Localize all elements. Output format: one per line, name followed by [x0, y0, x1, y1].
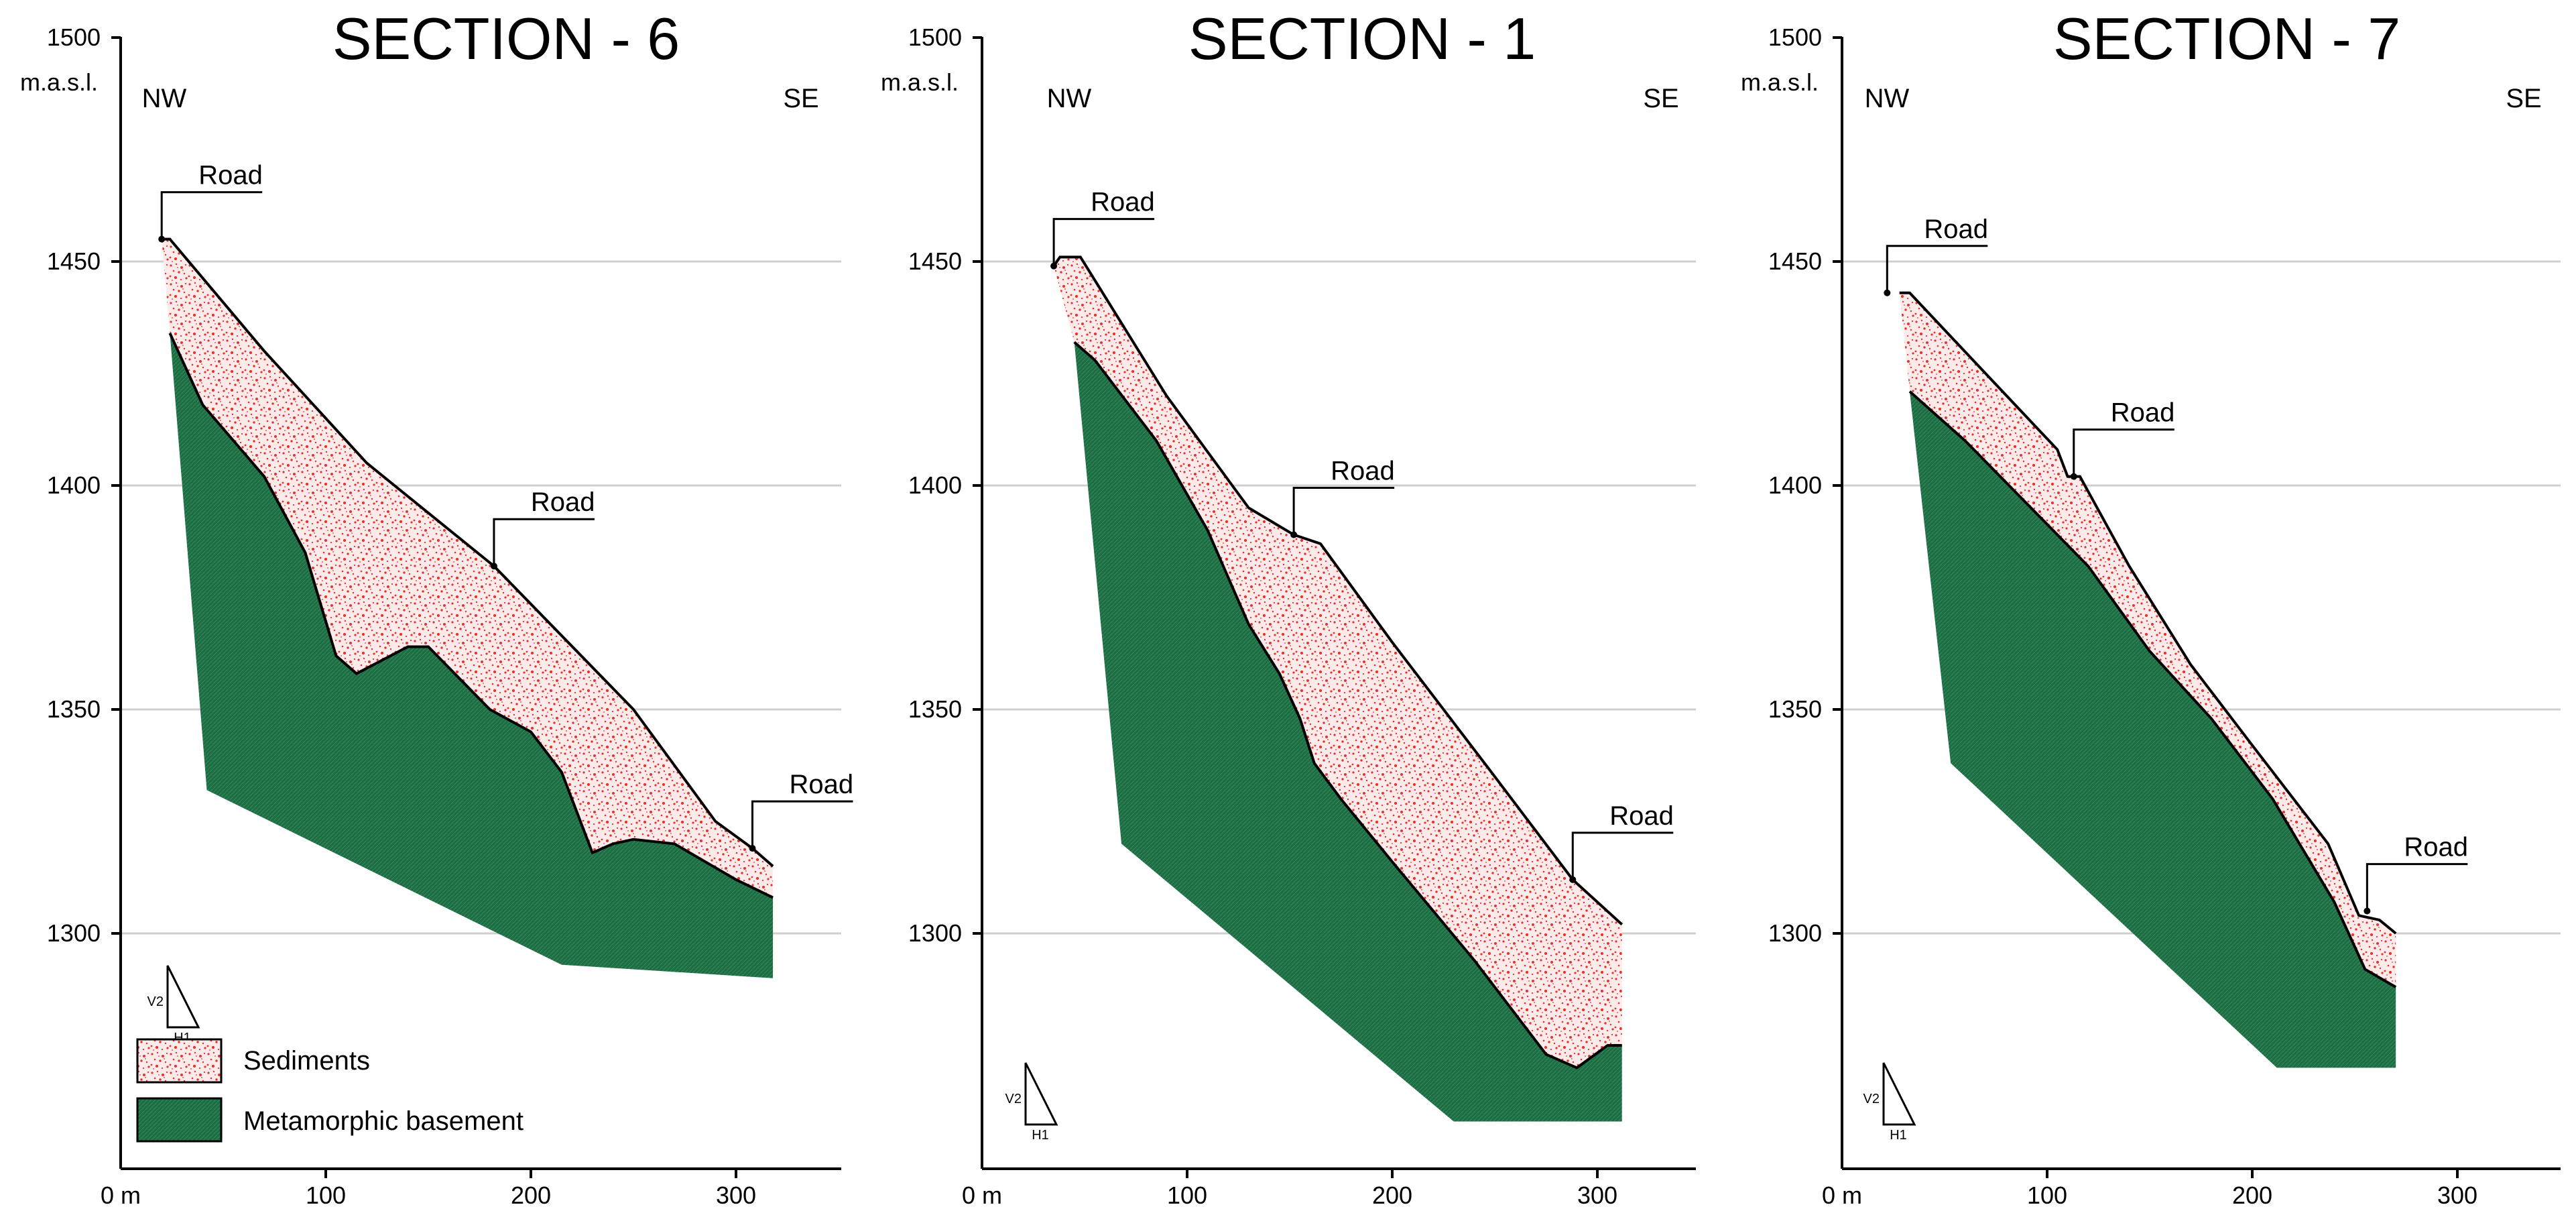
x-tick-label: 300: [2437, 1182, 2477, 1209]
scale-v-label: V2: [147, 994, 164, 1009]
basement-unit: [1074, 342, 1622, 1122]
y-axis-label: m.a.s.l.: [1741, 68, 1819, 96]
y-axis-label: m.a.s.l.: [20, 68, 98, 96]
y-axis-label: m.a.s.l.: [881, 68, 959, 96]
x-tick-label: 300: [1577, 1182, 1617, 1209]
direction-nw: NW: [1047, 84, 1092, 113]
x-tick-label: 100: [1167, 1182, 1207, 1209]
road-label: Road: [1091, 188, 1155, 217]
legend-label-basement: Metamorphic basement: [243, 1106, 524, 1136]
x-origin-label: 0 m: [101, 1182, 141, 1209]
road-label: Road: [1609, 801, 1674, 831]
section-panel-2: 1500 1450 1400 1350 1300 m.a.s.l. 0 m 100 200 300…: [881, 5, 1696, 1209]
basement-unit: [1909, 391, 2396, 1068]
contact-line: [1908, 390, 2397, 988]
legend: Sediments Metamorphic basement: [136, 1038, 524, 1143]
road-label: Road: [2111, 398, 2175, 428]
y-tick-label: 1300: [908, 919, 962, 947]
sediment-unit: [1899, 292, 2396, 988]
x-tick-label: 100: [306, 1182, 346, 1209]
x-tick-label: 100: [2027, 1182, 2067, 1209]
y-tick-label: 1500: [908, 23, 962, 51]
road-leader: [1052, 218, 1155, 266]
direction-nw: NW: [142, 84, 187, 113]
road-leader: [2366, 863, 2468, 911]
contact-line: [1073, 341, 1622, 1070]
scale-triangle: [166, 965, 200, 1029]
road-leader: [2073, 428, 2174, 477]
y-tick-label: 1300: [1768, 919, 1822, 947]
direction-se: SE: [2506, 84, 2541, 113]
road-leader: [493, 518, 595, 567]
road-label: Road: [2404, 833, 2468, 862]
x-tick-label: 200: [1372, 1182, 1412, 1209]
direction-nw: NW: [1865, 84, 1910, 113]
direction-se: SE: [783, 84, 818, 113]
y-tick-label: 1450: [47, 247, 101, 275]
contact-line: [168, 333, 774, 899]
basement-unit: [170, 333, 774, 978]
scale-v-label: V2: [1863, 1092, 1880, 1106]
section-panel-3: 1500 1450 1400 1350 1300 m.a.s.l. 0 m 100 200 300…: [1741, 5, 2561, 1209]
section-panel-1: 1500 1450 1400 1350 1300 m.a.s.l. 0 m 100 200 300…: [20, 5, 853, 1209]
x-origin-label: 0 m: [962, 1182, 1002, 1209]
road-leader: [160, 191, 263, 239]
scale-v-label: V2: [1005, 1092, 1022, 1106]
section-title: SECTION - 1: [1188, 5, 1536, 72]
x-origin-label: 0 m: [1822, 1182, 1862, 1209]
road-label: Road: [198, 161, 263, 190]
panels-layer: 1500 1450 1400 1350 1300 m.a.s.l. 0 m 100 200 300…: [20, 5, 2561, 1209]
sediment-unit: [162, 239, 774, 898]
legend-swatch-sediments: [136, 1038, 223, 1084]
legend-swatch-basement: [136, 1097, 223, 1143]
x-tick-label: 300: [716, 1182, 756, 1209]
road-label: Road: [789, 770, 853, 799]
road-label: Road: [531, 487, 595, 517]
y-tick-label: 1450: [1768, 247, 1822, 275]
topographic-surface: [1899, 291, 2397, 935]
y-tick-label: 1400: [1768, 471, 1822, 499]
y-tick-label: 1500: [1768, 23, 1822, 51]
y-tick-label: 1400: [47, 471, 101, 499]
section-title: SECTION - 7: [2053, 5, 2400, 72]
road-label: Road: [1924, 215, 1988, 244]
section-title: SECTION - 6: [332, 5, 680, 72]
road-label: Road: [1331, 456, 1395, 485]
road-leader: [1292, 486, 1395, 535]
scale-h-label: H1: [1032, 1128, 1049, 1143]
x-tick-label: 200: [2232, 1182, 2272, 1209]
y-tick-label: 1300: [47, 919, 101, 947]
y-tick-label: 1350: [1768, 695, 1822, 723]
scale-triangle: [1882, 1062, 1916, 1126]
scale-h-label: H1: [1890, 1128, 1907, 1143]
x-tick-label: 200: [511, 1182, 551, 1209]
scale-triangle: [1024, 1062, 1058, 1126]
y-tick-label: 1400: [908, 471, 962, 499]
legend-label-sediments: Sediments: [243, 1046, 370, 1076]
y-tick-label: 1350: [908, 695, 962, 723]
y-tick-label: 1450: [908, 247, 962, 275]
road-leader: [1571, 831, 1674, 880]
road-leader: [1886, 245, 1988, 293]
y-tick-label: 1350: [47, 695, 101, 723]
road-leader: [751, 800, 853, 849]
direction-se: SE: [1643, 84, 1678, 113]
sediment-unit: [1054, 257, 1622, 1068]
y-tick-label: 1500: [47, 23, 101, 51]
